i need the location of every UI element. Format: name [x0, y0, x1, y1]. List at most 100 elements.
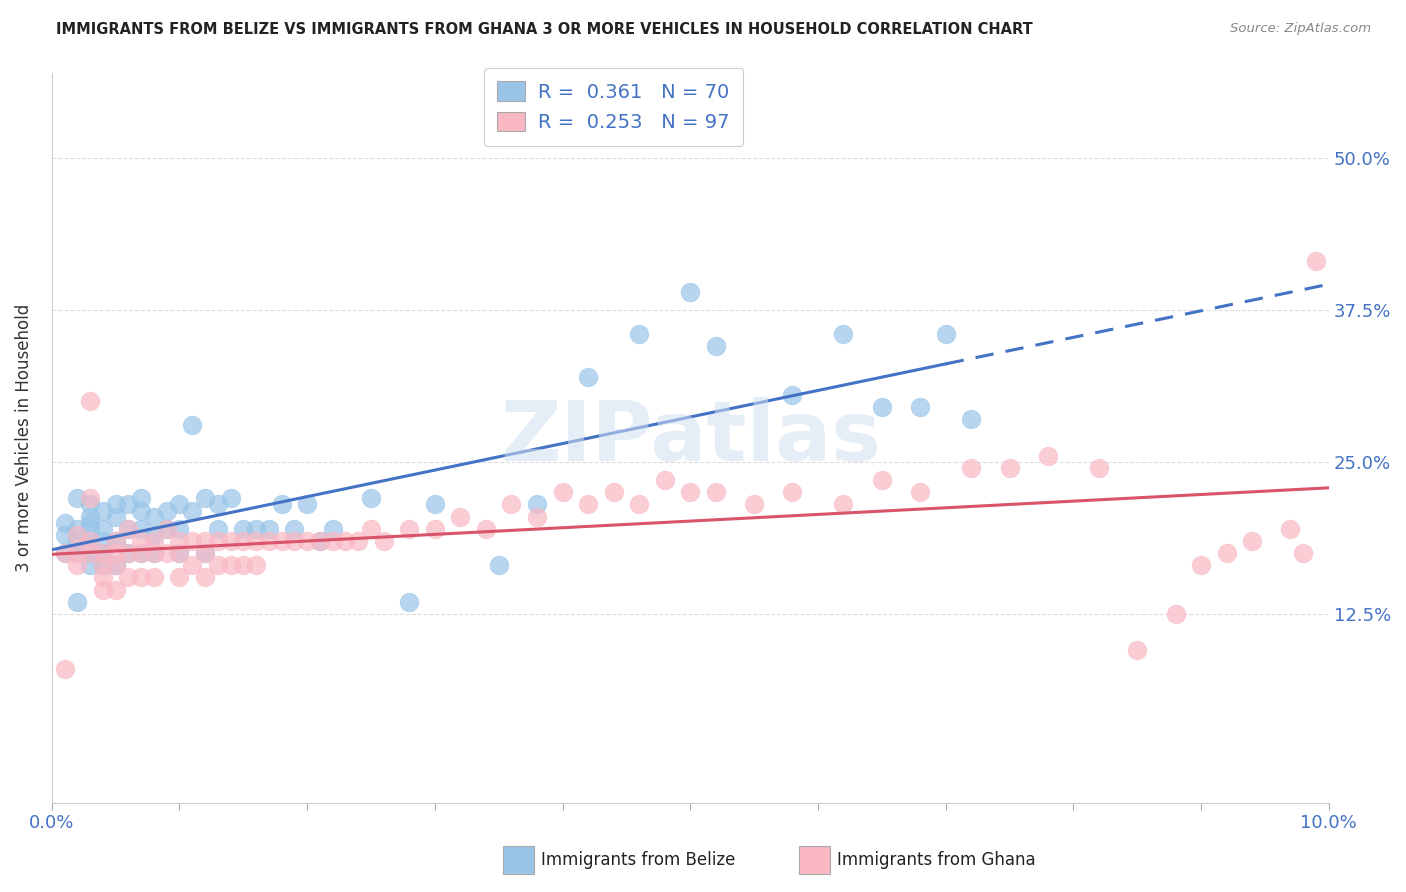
Point — [283, 522, 305, 536]
Point — [322, 522, 344, 536]
Point — [91, 503, 114, 517]
Point — [66, 546, 89, 560]
Point — [194, 491, 217, 506]
Point — [628, 327, 651, 342]
Text: Immigrants from Belize: Immigrants from Belize — [541, 851, 735, 869]
Point — [91, 558, 114, 573]
Point — [1215, 546, 1237, 560]
Point — [156, 522, 179, 536]
Point — [117, 546, 139, 560]
Point — [79, 522, 101, 536]
Point — [960, 461, 983, 475]
Point — [79, 533, 101, 548]
Point — [169, 522, 191, 536]
Text: IMMIGRANTS FROM BELIZE VS IMMIGRANTS FROM GHANA 3 OR MORE VEHICLES IN HOUSEHOLD : IMMIGRANTS FROM BELIZE VS IMMIGRANTS FRO… — [56, 22, 1033, 37]
Point — [53, 662, 76, 676]
Point — [129, 533, 152, 548]
Point — [1164, 607, 1187, 621]
Point — [257, 522, 280, 536]
Point — [1279, 522, 1302, 536]
Point — [283, 533, 305, 548]
Point — [207, 558, 229, 573]
Point — [79, 558, 101, 573]
Point — [91, 533, 114, 548]
Point — [347, 533, 370, 548]
Point — [194, 546, 217, 560]
Point — [309, 533, 332, 548]
Point — [91, 570, 114, 584]
Point — [129, 522, 152, 536]
Point — [423, 498, 446, 512]
Point — [488, 558, 510, 573]
Point — [654, 473, 676, 487]
Point — [91, 522, 114, 536]
Point — [129, 546, 152, 560]
Point — [53, 528, 76, 542]
Point — [832, 327, 855, 342]
Point — [628, 498, 651, 512]
Point — [742, 498, 765, 512]
Point — [117, 498, 139, 512]
Point — [270, 533, 292, 548]
Point — [142, 509, 165, 524]
Point — [1126, 643, 1149, 657]
Point — [219, 491, 242, 506]
Point — [219, 558, 242, 573]
Text: ZIPatlas: ZIPatlas — [499, 397, 880, 478]
Point — [245, 522, 267, 536]
Point — [91, 546, 114, 560]
Point — [232, 522, 254, 536]
Point — [104, 533, 127, 548]
Point — [79, 546, 101, 560]
Point — [169, 533, 191, 548]
Point — [117, 522, 139, 536]
Point — [104, 533, 127, 548]
Point — [309, 533, 332, 548]
Point — [832, 498, 855, 512]
Text: Immigrants from Ghana: Immigrants from Ghana — [837, 851, 1035, 869]
Point — [449, 509, 471, 524]
Point — [194, 570, 217, 584]
Point — [91, 558, 114, 573]
Point — [53, 546, 76, 560]
Point — [104, 558, 127, 573]
Point — [53, 516, 76, 530]
Point — [194, 533, 217, 548]
Point — [335, 533, 357, 548]
Point — [207, 533, 229, 548]
Point — [156, 522, 179, 536]
Point — [782, 485, 804, 500]
Point — [245, 533, 267, 548]
Point — [679, 285, 702, 299]
Point — [169, 498, 191, 512]
Point — [1292, 546, 1315, 560]
Point — [79, 546, 101, 560]
Point — [79, 533, 101, 548]
Point — [104, 546, 127, 560]
Point — [79, 516, 101, 530]
Point — [156, 546, 179, 560]
Point — [142, 528, 165, 542]
Point — [551, 485, 574, 500]
Point — [129, 503, 152, 517]
Point — [1189, 558, 1212, 573]
Point — [1088, 461, 1111, 475]
Point — [104, 582, 127, 597]
Point — [704, 485, 727, 500]
Point — [1241, 533, 1264, 548]
Point — [219, 533, 242, 548]
Point — [576, 498, 599, 512]
Point — [66, 533, 89, 548]
Point — [232, 533, 254, 548]
Point — [169, 570, 191, 584]
Point — [117, 522, 139, 536]
Point — [207, 498, 229, 512]
Point — [169, 546, 191, 560]
Point — [181, 418, 204, 433]
Point — [679, 485, 702, 500]
Point — [870, 400, 893, 414]
Legend: R =  0.361   N = 70, R =  0.253   N = 97: R = 0.361 N = 70, R = 0.253 N = 97 — [484, 68, 744, 145]
Point — [908, 400, 931, 414]
Point — [270, 498, 292, 512]
Point — [129, 570, 152, 584]
